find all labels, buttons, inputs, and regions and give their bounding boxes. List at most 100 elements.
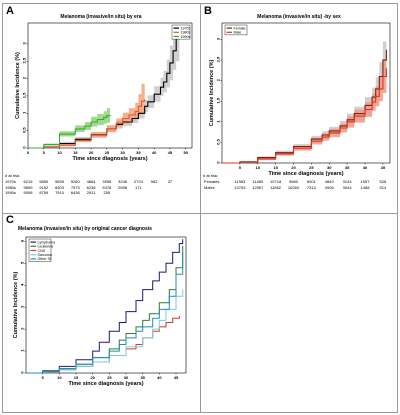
x-tick-label: 35 — [345, 165, 350, 170]
x-tick-label: 45 — [174, 375, 179, 380]
risk-cell: 9152 — [39, 184, 49, 190]
x-axis-label: Time since diagnosis (years) — [72, 156, 147, 162]
legend-label: Male — [234, 31, 242, 35]
x-tick-label: 35 — [136, 150, 141, 155]
risk-cell: 10260 — [287, 184, 300, 190]
y-axis-label: Cumulative Incidence (%) — [209, 60, 215, 127]
risk-cell: 7313 — [306, 184, 316, 190]
risk-cell: 3958 — [102, 179, 112, 184]
legend-label: 1980s — [181, 31, 191, 35]
panel-letter: B — [204, 5, 212, 17]
x-tick-label: 30 — [124, 375, 129, 380]
x-tick-label: 0 — [27, 150, 30, 155]
risk-cell: 3246 — [118, 179, 128, 184]
ci-band-1970s — [28, 24, 180, 149]
risk-cell: 8759 — [39, 190, 49, 195]
legend-label: 1970s — [181, 26, 191, 30]
risk-cell: 11963 — [234, 179, 246, 184]
risk-cell: 10718 — [270, 179, 282, 184]
x-tick-label: 50 — [183, 150, 188, 155]
plot-area — [25, 236, 187, 374]
y-tick-label: 2.5 — [22, 57, 27, 63]
y-tick-label: 1.5 — [216, 97, 221, 103]
risk-cell: 4906 — [324, 184, 334, 190]
risk-cell: 528 — [379, 179, 387, 184]
x-tick-label: 5 — [43, 150, 46, 155]
x-tick-label: 20 — [89, 150, 94, 155]
y-tick-label: 4 — [20, 283, 25, 286]
y-tick-label: 2 — [216, 78, 221, 81]
y-tick-label: 1 — [22, 111, 27, 114]
x-tick-label: 25 — [107, 375, 112, 380]
x-tick-label: 15 — [74, 375, 79, 380]
y-axis-label: Cumulative Incidence (%) — [13, 272, 19, 339]
y-axis-label: Cumulative Incidence (%) — [15, 52, 21, 119]
x-tick-label: 25 — [309, 165, 314, 170]
risk-cell: 6238 — [86, 184, 96, 190]
chart-title: Melanoma (invasive/in situ) by original … — [18, 226, 152, 232]
series-line-1980s — [28, 99, 146, 149]
risk-row-label: Females — [204, 179, 220, 184]
ci-band-female — [222, 29, 387, 164]
x-tick-label: 25 — [105, 150, 110, 155]
risk-row-label: 1980s — [5, 184, 16, 190]
risk-row-label: Males — [204, 184, 215, 190]
panel-divider-vertical — [200, 3, 201, 413]
risk-cell: 5378 — [102, 184, 112, 190]
x-tick-label: 35 — [140, 375, 145, 380]
x-tick-label: 5 — [239, 165, 242, 170]
risk-cell: 7910 — [55, 190, 64, 195]
risk-cell: 4664 — [86, 179, 96, 184]
y-tick-label: 2 — [20, 327, 25, 330]
series-line-1990s — [28, 115, 111, 149]
x-tick-label: 15 — [73, 150, 78, 155]
risk-cell: 514 — [379, 184, 387, 190]
x-tick-label: 5 — [42, 375, 45, 380]
risk-cell: 37 — [167, 179, 173, 184]
y-tick-label: 1 — [216, 119, 221, 122]
risk-cell: 6901 — [306, 179, 316, 184]
risk-cell: 5260 — [70, 179, 80, 184]
risk-row-label: 1990s — [5, 190, 16, 195]
y-tick-label: 2 — [22, 76, 27, 79]
risk-cell: 3044 — [342, 184, 352, 190]
panel-c: C Melanoma (invasive/in situ) by origina… — [4, 214, 198, 411]
x-tick-label: 10 — [256, 165, 261, 170]
y-tick-label: 0 — [22, 146, 27, 149]
x-tick-label: 15 — [273, 165, 278, 170]
x-tick-label: 45 — [168, 150, 173, 155]
chart-title: Melanoma (invasive/in situ) -by sex — [257, 14, 341, 20]
risk-cell: 6436 — [70, 190, 80, 195]
legend-label: CNS — [38, 249, 46, 253]
y-tick-label: 0 — [216, 161, 221, 164]
legend-label: 1990s — [181, 35, 191, 39]
legend-label: Female — [234, 26, 246, 30]
series-line-other-st — [26, 252, 184, 374]
x-tick-label: 45 — [381, 165, 386, 170]
y-tick-label: 6 — [20, 239, 25, 242]
legend — [28, 238, 52, 262]
ci-band-1990s — [28, 106, 110, 148]
risk-cell: 5659 — [55, 179, 64, 184]
legend-label: Lymphoma — [38, 240, 56, 244]
risk-cell: 4840 — [324, 179, 334, 184]
y-tick-label: 5 — [20, 261, 25, 264]
risk-cell: 11460 — [252, 179, 264, 184]
y-tick-label: 0.5 — [216, 138, 221, 144]
risk-header: # at risk: — [203, 173, 219, 178]
y-tick-label: 1 — [20, 349, 25, 352]
x-tick-label: 40 — [152, 150, 157, 155]
y-tick-label: 0.5 — [22, 127, 27, 133]
x-axis-label: Time since diagnosis (years) — [268, 171, 343, 177]
y-tick-label: 3 — [20, 305, 25, 308]
risk-cell: 7575 — [70, 184, 80, 190]
plot-area — [221, 22, 391, 164]
risk-cell: 6215 — [23, 179, 33, 184]
risk-cell: 1488 — [360, 184, 370, 190]
legend-label: Leukemia — [38, 245, 54, 249]
x-axis-label: Time since diagnosis (years) — [68, 381, 143, 387]
risk-cell: 9580 — [289, 179, 298, 184]
x-tick-label: 10 — [57, 375, 62, 380]
